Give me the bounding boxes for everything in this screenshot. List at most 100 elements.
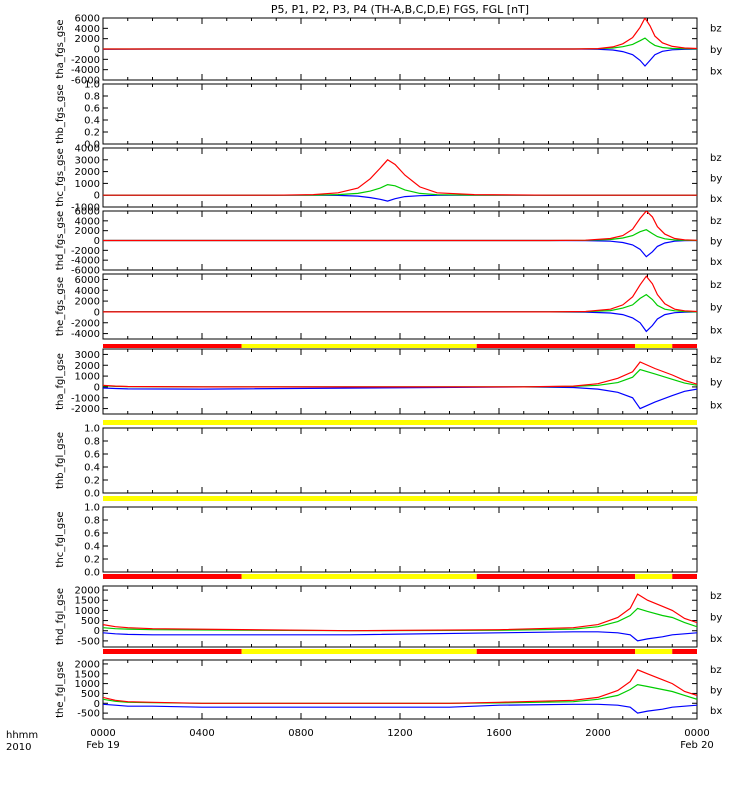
ytick-label: 1500: [75, 669, 100, 680]
legend-bx: bx: [710, 325, 722, 336]
ytick-label: 1000: [75, 179, 100, 190]
xtick-label: 1200: [387, 728, 412, 739]
ylabel-thb_fgl_gse: thb_fgl_gse: [55, 432, 66, 489]
series-bx: [103, 48, 697, 67]
legend-bz: bz: [710, 280, 722, 291]
panel-frame: [102, 506, 698, 573]
ytick-label: -2000: [71, 55, 100, 66]
year-label: 2010: [6, 742, 31, 753]
ytick-label: 3000: [75, 155, 100, 166]
legend-bz: bz: [710, 23, 722, 34]
xtick-label: 0000: [684, 728, 709, 739]
ylabel-thd_fgl_gse: thd_fgl_gse: [55, 588, 66, 645]
status-segment-red: [103, 344, 242, 348]
ytick-label: 4000: [75, 216, 100, 227]
ytick-label: 0.0: [84, 568, 100, 579]
status-segment-yellow: [103, 420, 697, 425]
legend-by: by: [710, 613, 722, 624]
ytick-label: -2000: [71, 404, 100, 415]
series-bx: [103, 311, 697, 333]
series-bz: [103, 159, 697, 196]
series-bz: [103, 18, 697, 50]
ytick-label: 0.2: [84, 128, 100, 139]
ytick-label: 0: [94, 699, 100, 710]
ytick-label: 2000: [75, 586, 100, 597]
ytick-label: -2000: [71, 246, 100, 257]
legend-bx: bx: [710, 194, 722, 205]
legend-by: by: [710, 686, 722, 697]
legend-bx: bx: [710, 400, 722, 411]
series-bx: [103, 386, 697, 410]
status-segment-red: [103, 574, 242, 579]
ytick-label: 0: [94, 382, 100, 393]
ytick-label: -4000: [71, 329, 100, 340]
legend-bz: bz: [710, 355, 722, 366]
legend-bz: bz: [710, 665, 722, 676]
status-segment-red: [103, 649, 242, 654]
status-segment-yellow: [241, 344, 477, 348]
legend-bx: bx: [710, 67, 722, 78]
ytick-label: 0.6: [84, 450, 100, 461]
status-bars: [103, 344, 697, 654]
ytick-label: 0.6: [84, 529, 100, 540]
legend-by: by: [710, 45, 722, 56]
legend-bx: bx: [710, 706, 722, 717]
ytick-label: 1000: [75, 606, 100, 617]
ytick-label: 0: [94, 307, 100, 318]
ytick-label: 4000: [75, 286, 100, 297]
status-segment-yellow: [103, 496, 697, 501]
ylabel-thd_fgs_gse: thd_fgs_gse: [55, 211, 66, 270]
series-by: [103, 368, 697, 388]
xtick-label: 2000: [585, 728, 610, 739]
panel-thc_fgl_gse: thc_fgl_gse 1.0 0.8 0.6 0.4 0.2 0.0: [55, 503, 698, 579]
ytick-label: 0.0: [84, 140, 100, 151]
panel-frame: [102, 659, 698, 720]
ytick-label: -6000: [71, 76, 100, 87]
status-segment-yellow: [241, 649, 477, 654]
series-by: [103, 183, 697, 196]
status-segment-yellow: [635, 574, 673, 579]
xtick-label: 0000: [90, 728, 115, 739]
ytick-label: 1.0: [84, 80, 100, 91]
ytick-label: 0.4: [84, 116, 100, 127]
hhmm-label: hhmm: [6, 730, 38, 741]
series-bz: [103, 593, 697, 632]
ylabel-thc_fgl_gse: thc_fgl_gse: [55, 511, 66, 567]
plot-title: P5, P1, P2, P3, P4 (TH-A,B,C,D,E) FGS, F…: [271, 3, 529, 16]
ytick-label: 0: [94, 626, 100, 637]
legend-bz: bz: [710, 153, 722, 164]
ytick-label: 2000: [75, 297, 100, 308]
series-bz: [103, 211, 697, 242]
series-by: [103, 607, 697, 632]
xtick-label: 1600: [486, 728, 511, 739]
ylabel-tha_fgl_gse: tha_fgl_gse: [55, 353, 66, 410]
ylabel-the_fgs_gse: the_fgs_gse: [55, 277, 66, 336]
ytick-label: 0.4: [84, 463, 100, 474]
xtick-label: 0800: [288, 728, 313, 739]
ylabel-tha_fgs_gse: tha_fgs_gse: [55, 19, 66, 78]
ytick-label: 0.2: [84, 555, 100, 566]
series-bz: [103, 669, 697, 704]
ytick-label: -1000: [71, 393, 100, 404]
ytick-label: 1.0: [84, 503, 100, 514]
series-bz: [103, 361, 697, 388]
ytick-label: 3000: [75, 350, 100, 361]
ytick-label: 0.0: [84, 489, 100, 500]
ytick-label: 1.0: [84, 424, 100, 435]
legend-by: by: [710, 303, 722, 314]
ytick-label: 0.8: [84, 516, 100, 527]
panel-frame: [102, 427, 698, 494]
ytick-label: -1000: [71, 203, 100, 214]
status-segment-red: [476, 574, 636, 579]
legend-by: by: [710, 237, 722, 248]
ytick-label: -4000: [71, 256, 100, 267]
ytick-label: 0: [94, 191, 100, 202]
ytick-label: 2000: [75, 361, 100, 372]
ytick-label: 4000: [75, 24, 100, 35]
ytick-label: 2000: [75, 226, 100, 237]
